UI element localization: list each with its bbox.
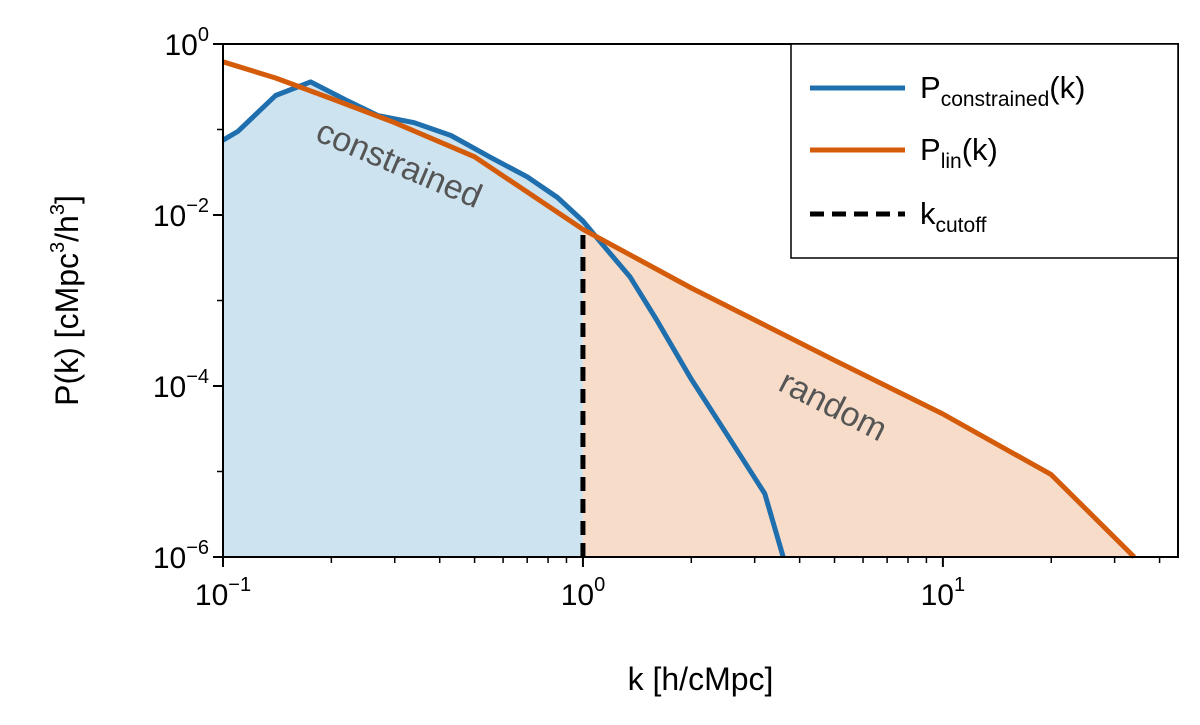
fill-constrained xyxy=(223,81,583,558)
y-tick-label: 100 xyxy=(165,24,210,62)
series-lines xyxy=(221,59,1136,559)
legend-label-lin: Plin(k) xyxy=(920,132,998,173)
x-tick-label: 100 xyxy=(561,574,606,612)
fill-random xyxy=(582,229,1135,557)
tick-labels: 10−1 100 101 100 10−2 10−4 10−6 xyxy=(153,24,965,612)
fill-regions xyxy=(223,81,1135,558)
y-tick-label: 10−4 xyxy=(153,366,209,404)
x-tick-label: 101 xyxy=(921,574,966,612)
legend-label-constrained: Pconstrained(k) xyxy=(920,70,1085,111)
y-tick-label: 10−6 xyxy=(153,537,209,575)
x-axis-label: k [h/cMpc] xyxy=(628,661,774,697)
series-line-constrained xyxy=(221,79,786,558)
series-line-lin xyxy=(222,59,1136,559)
y-axis-label: P(k) [cMpc3/h3] xyxy=(47,195,85,406)
y-tick-label: 10−2 xyxy=(153,195,209,233)
legend-label-cutoff: kcutoff xyxy=(920,196,987,237)
plot-frame xyxy=(222,43,1179,558)
legend: Pconstrained(k) Plin(k) kcutoff xyxy=(790,43,1179,259)
x-tick-label: 10−1 xyxy=(195,574,251,612)
